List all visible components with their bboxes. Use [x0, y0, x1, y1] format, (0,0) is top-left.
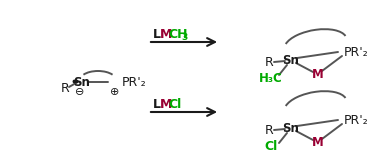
Text: M: M [160, 99, 172, 112]
Text: R: R [265, 55, 273, 68]
Text: M: M [312, 136, 324, 149]
Text: R: R [60, 81, 70, 95]
Text: Sn: Sn [74, 75, 90, 89]
Text: Sn: Sn [283, 122, 299, 134]
Text: PR'₂: PR'₂ [344, 114, 369, 126]
Text: L: L [153, 29, 161, 42]
Text: ⊖: ⊖ [75, 87, 85, 97]
Text: PR'₂: PR'₂ [344, 45, 369, 58]
Text: 3: 3 [181, 34, 188, 42]
Text: L: L [153, 99, 161, 112]
Text: M: M [160, 29, 172, 42]
Text: R: R [265, 124, 273, 136]
Text: M: M [312, 68, 324, 81]
Text: PR'₂: PR'₂ [122, 75, 147, 89]
Text: Sn: Sn [283, 53, 299, 66]
Text: Cl: Cl [264, 139, 277, 152]
Text: H₃C: H₃C [259, 71, 283, 85]
Text: Cl: Cl [168, 99, 181, 112]
Text: ⊕: ⊕ [110, 87, 120, 97]
Text: CH: CH [168, 29, 187, 42]
